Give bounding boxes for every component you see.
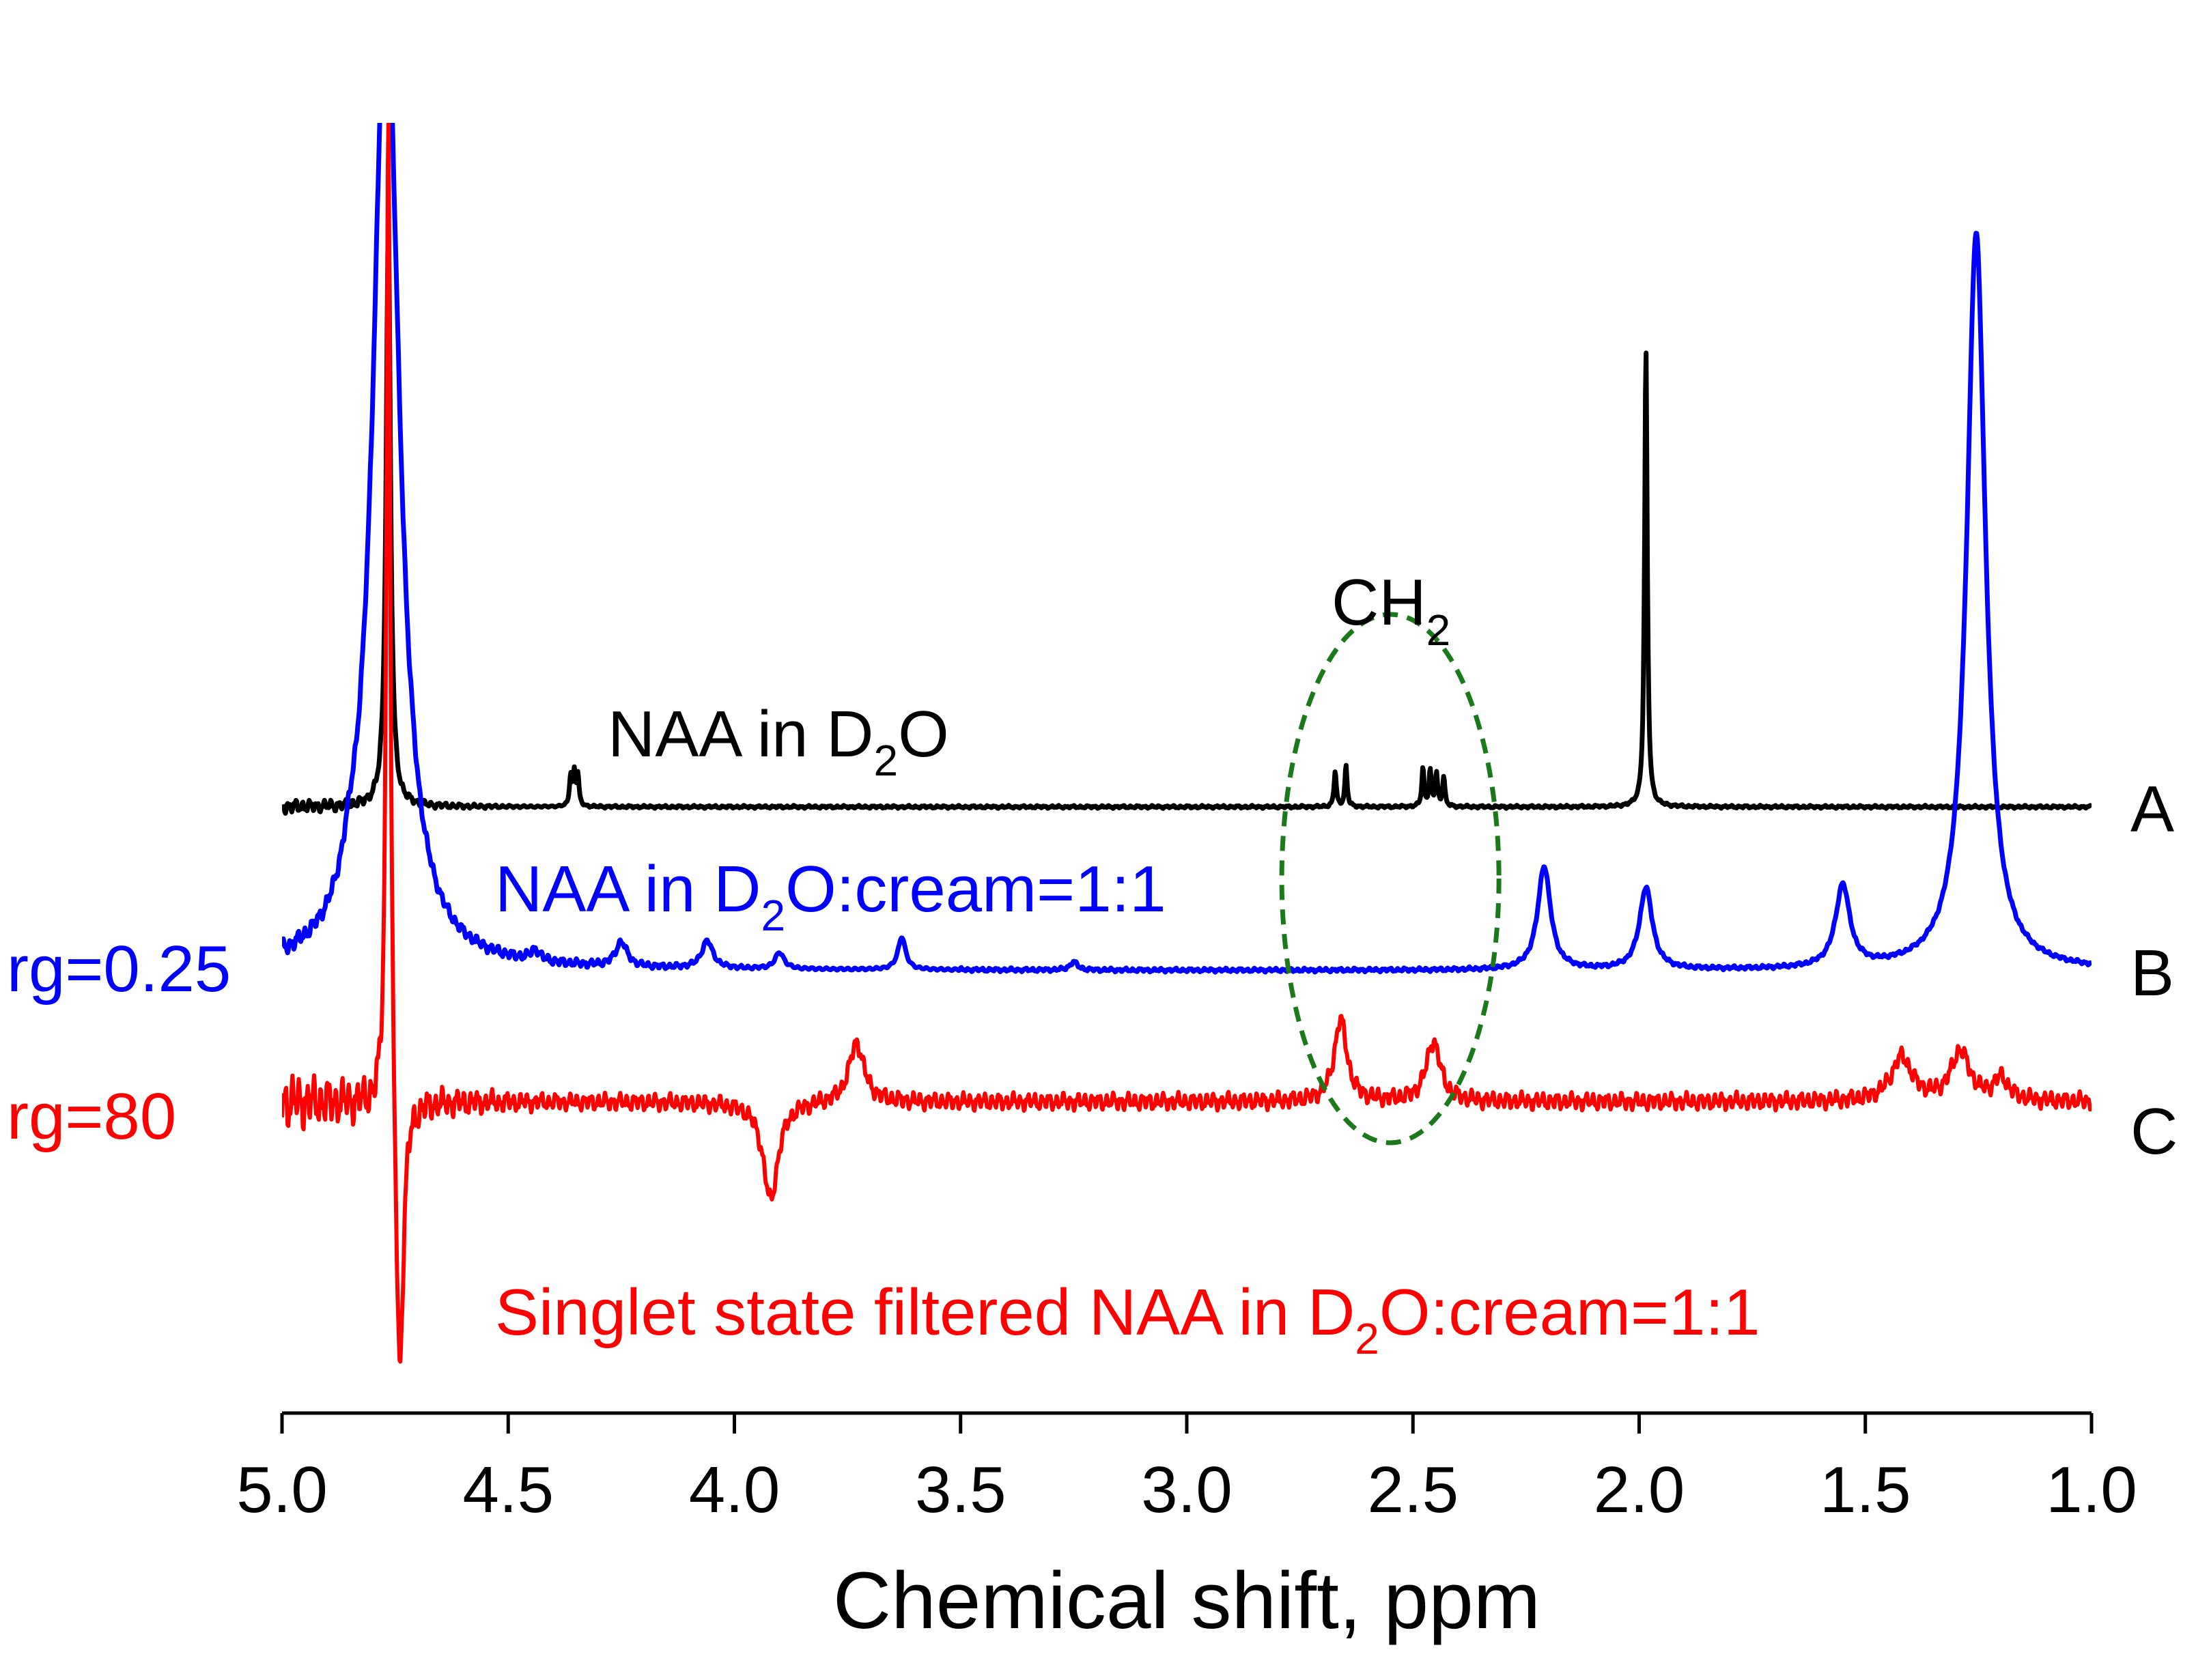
ch2-annotation-label: CH2 bbox=[1332, 566, 1450, 655]
x-tick-label: 2.0 bbox=[1594, 1453, 1685, 1526]
series-c-line bbox=[282, 123, 2092, 1364]
x-tick-label: 3.5 bbox=[915, 1453, 1006, 1526]
series-b-name: B bbox=[2130, 937, 2174, 1010]
x-tick-label: 4.0 bbox=[689, 1453, 780, 1526]
series-c-label: Singlet state filtered NAA in D2O:cream=… bbox=[495, 1276, 1760, 1363]
x-tick-label: 1.5 bbox=[1820, 1453, 1911, 1526]
x-tick-label: 4.5 bbox=[463, 1453, 554, 1526]
series-b-gain-label: rg=0.25 bbox=[7, 932, 231, 1006]
series-b-line bbox=[282, 123, 2092, 975]
x-axis: 5.0 4.5 4.0 3.5 3.0 2.5 2.0 1.5 1.0 bbox=[236, 1411, 2137, 1526]
series-b-label: NAA in D2O:cream=1:1 bbox=[495, 853, 1166, 940]
x-tick-label: 2.5 bbox=[1368, 1453, 1459, 1526]
ch2-ellipse-annotation bbox=[1279, 612, 1502, 1145]
x-tick-label: 1.0 bbox=[2046, 1453, 2137, 1526]
series-c-name: C bbox=[2130, 1095, 2178, 1168]
plot-area bbox=[282, 123, 2092, 1364]
x-tick-label: 5.0 bbox=[236, 1453, 327, 1526]
series-a-name: A bbox=[2130, 773, 2174, 846]
series-a-line bbox=[282, 232, 2092, 816]
x-axis-label: Chemical shift, ppm bbox=[833, 1556, 1540, 1646]
x-tick-label: 3.0 bbox=[1141, 1453, 1232, 1526]
x-axis-ticks: 5.0 4.5 4.0 3.5 3.0 2.5 2.0 1.5 1.0 bbox=[236, 1413, 2137, 1526]
series-a-label: NAA in D2O bbox=[608, 698, 949, 785]
series-c-gain-label: rg=80 bbox=[7, 1080, 176, 1153]
